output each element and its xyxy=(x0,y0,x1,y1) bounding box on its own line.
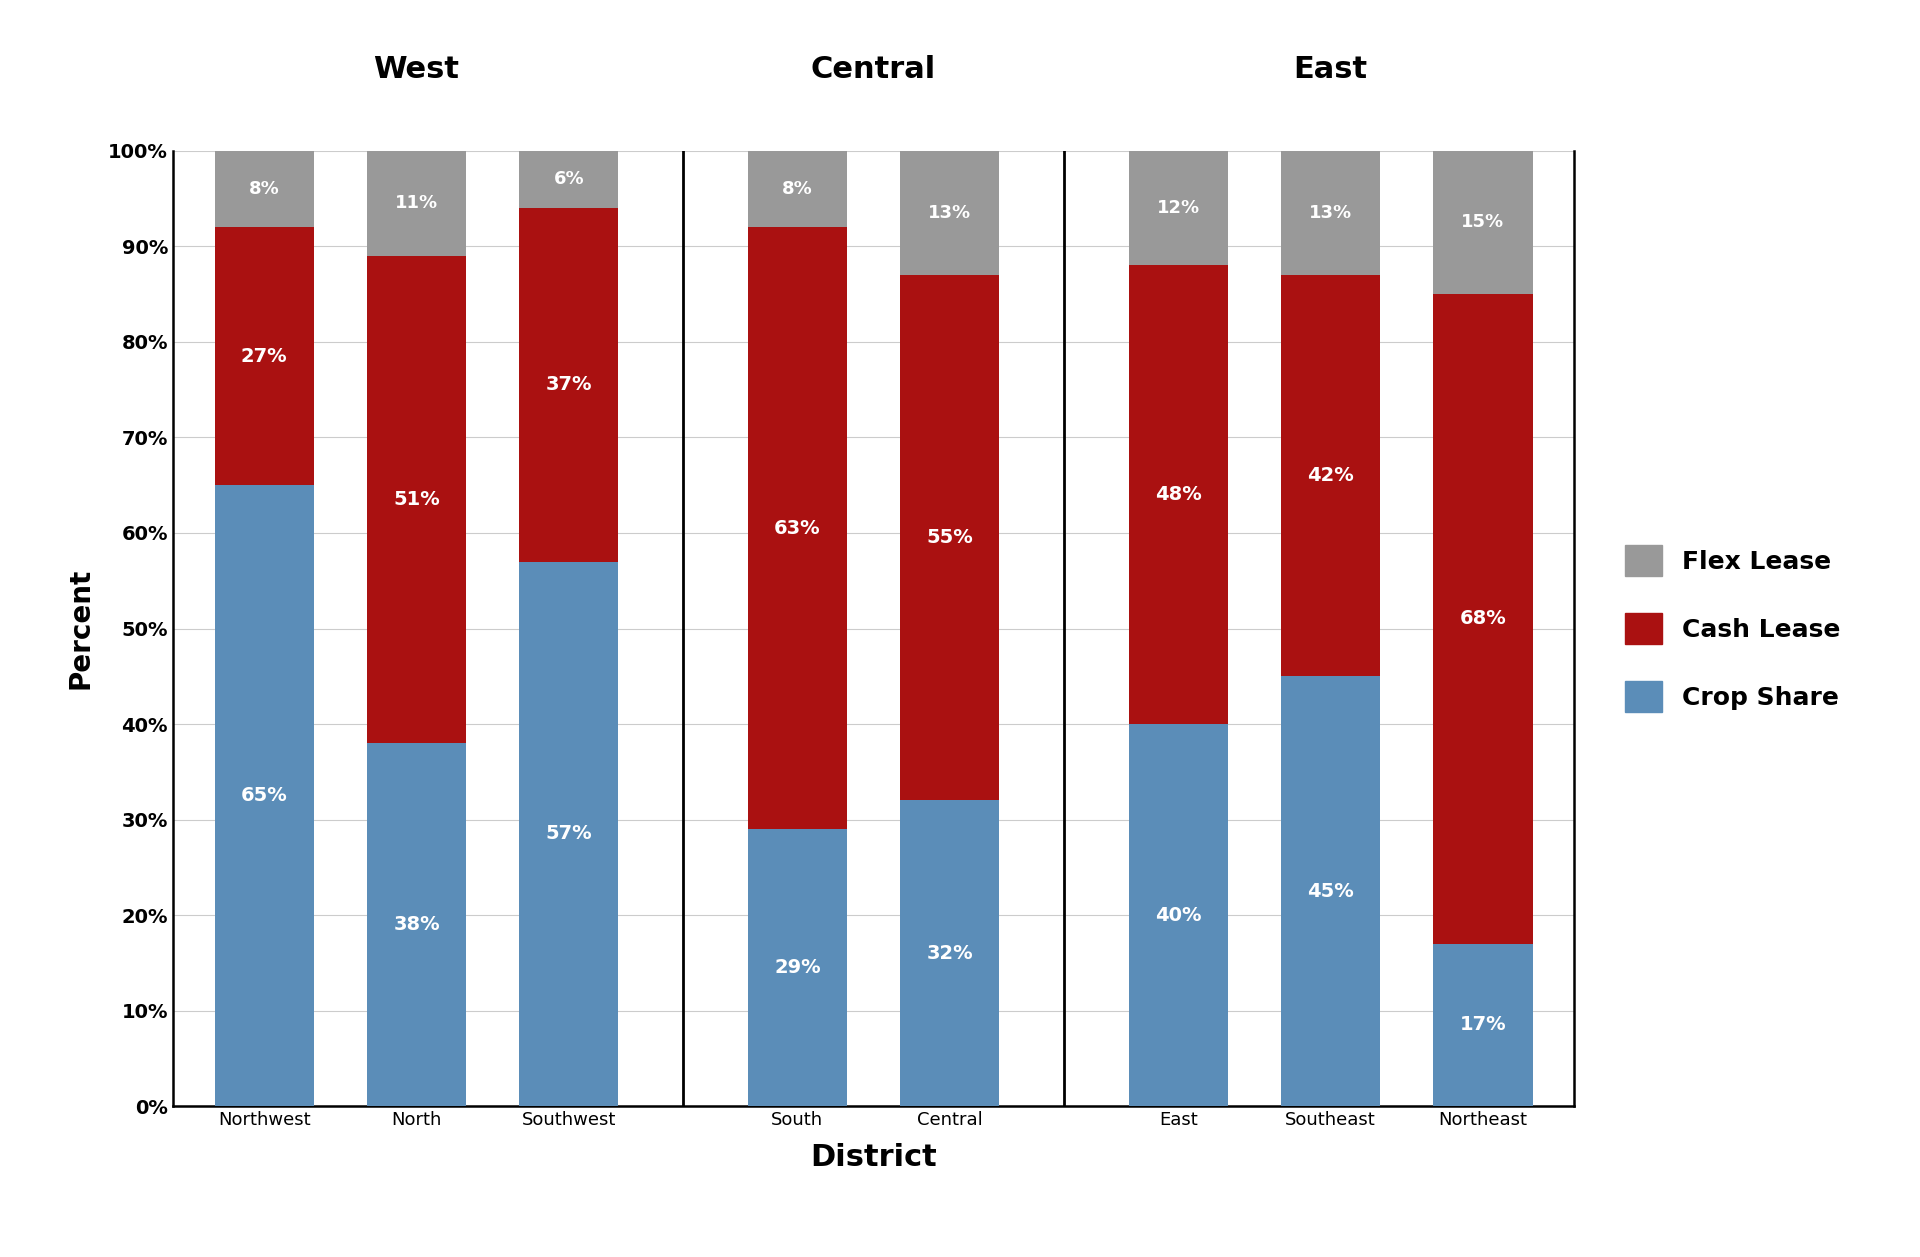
Legend: Flex Lease, Cash Lease, Crop Share: Flex Lease, Cash Lease, Crop Share xyxy=(1615,535,1851,722)
Text: 37%: 37% xyxy=(545,376,591,395)
Bar xyxy=(367,743,467,1106)
Bar xyxy=(215,228,313,485)
Text: 17%: 17% xyxy=(1459,1016,1507,1035)
Text: 45%: 45% xyxy=(1308,881,1354,901)
Bar xyxy=(900,275,998,801)
Text: 15%: 15% xyxy=(1461,214,1505,231)
Text: 51%: 51% xyxy=(394,490,440,509)
Text: 27%: 27% xyxy=(240,347,288,366)
Text: 42%: 42% xyxy=(1308,466,1354,485)
Text: 6%: 6% xyxy=(553,171,584,189)
Text: East: East xyxy=(1294,55,1367,84)
Text: 68%: 68% xyxy=(1459,610,1507,628)
Bar xyxy=(520,209,618,562)
Bar xyxy=(1129,151,1227,265)
Text: 32%: 32% xyxy=(927,944,973,963)
Bar xyxy=(367,151,467,256)
Bar xyxy=(900,151,998,275)
Text: Central: Central xyxy=(810,55,937,84)
Bar xyxy=(749,830,847,1106)
Bar xyxy=(1281,676,1380,1106)
Bar xyxy=(367,256,467,743)
Bar xyxy=(1129,724,1227,1106)
Bar xyxy=(900,801,998,1106)
Text: 8%: 8% xyxy=(250,180,280,199)
Bar xyxy=(749,151,847,228)
Text: 48%: 48% xyxy=(1156,485,1202,504)
X-axis label: District: District xyxy=(810,1143,937,1172)
Text: 65%: 65% xyxy=(240,786,288,806)
Bar xyxy=(1281,151,1380,275)
Text: 57%: 57% xyxy=(545,825,591,843)
Bar xyxy=(520,562,618,1106)
Text: 40%: 40% xyxy=(1156,905,1202,925)
Bar xyxy=(215,485,313,1106)
Text: 38%: 38% xyxy=(394,915,440,934)
Text: 13%: 13% xyxy=(927,204,972,222)
Bar xyxy=(1434,151,1532,294)
Text: 55%: 55% xyxy=(925,528,973,547)
Bar xyxy=(520,151,618,209)
Bar xyxy=(1434,294,1532,944)
Text: 13%: 13% xyxy=(1309,204,1352,222)
Bar xyxy=(749,228,847,830)
Text: 8%: 8% xyxy=(781,180,812,199)
Bar xyxy=(1129,265,1227,724)
Text: West: West xyxy=(374,55,459,84)
Bar xyxy=(215,151,313,228)
Text: 63%: 63% xyxy=(774,519,820,538)
Bar xyxy=(1281,275,1380,676)
Bar xyxy=(1434,944,1532,1106)
Text: 11%: 11% xyxy=(396,195,438,212)
Y-axis label: Percent: Percent xyxy=(65,568,94,689)
Text: 29%: 29% xyxy=(774,958,820,977)
Text: 12%: 12% xyxy=(1156,199,1200,217)
